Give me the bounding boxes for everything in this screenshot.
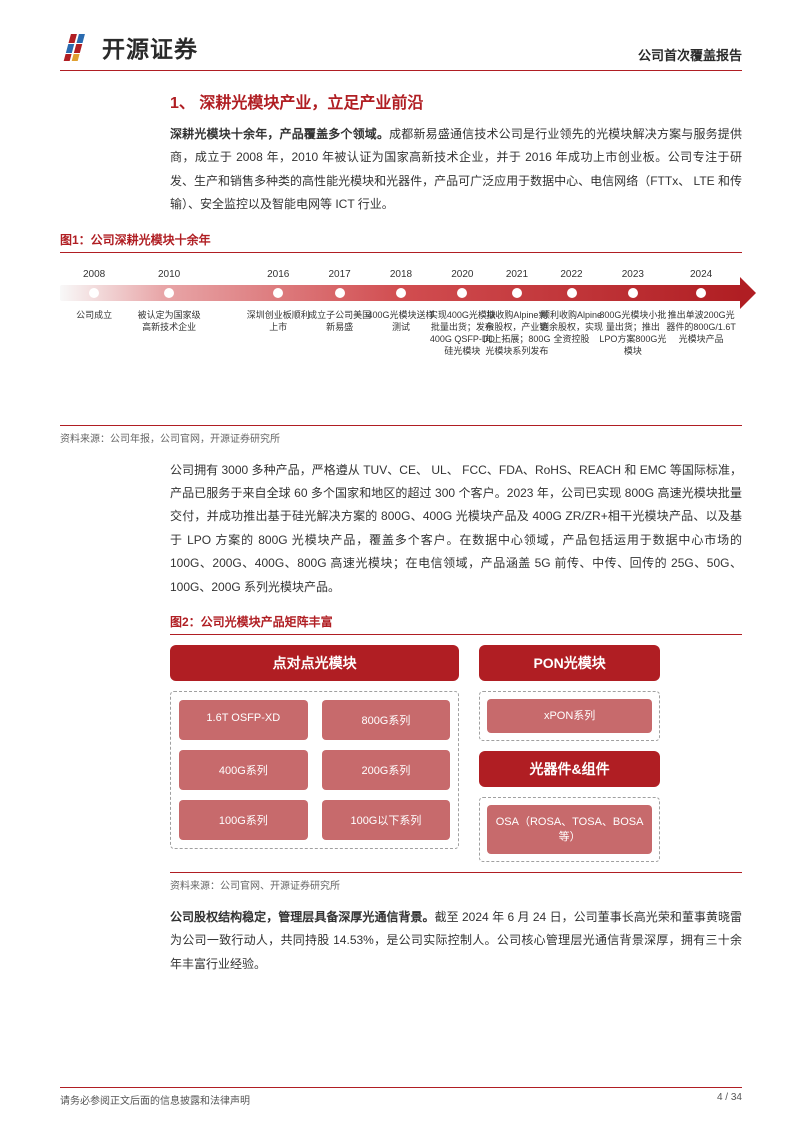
timeline-dots [60,285,742,301]
product-matrix: 点对点光模块 1.6T OSFP-XD 800G系列 400G系列 200G系列 100… [170,645,660,862]
timeline-year: 2018 [390,269,412,280]
timeline-year: 2017 [328,269,350,280]
timeline-dot [89,288,99,298]
matrix-left-header: 点对点光模块 [170,645,459,681]
timeline-dot [567,288,577,298]
para1-bold: 深耕光模块十余年，产品覆盖多个领域。 [170,127,389,141]
para3-bold: 公司股权结构稳定，管理层具备深厚光通信背景。 [170,910,435,924]
matrix-cell: 1.6T OSFP-XD [179,700,308,740]
figure1-caption: 图1：公司深耕光模块十余年 [60,231,742,253]
timeline-arrow [60,285,742,301]
timeline-dot [273,288,283,298]
timeline-chart: 2008 2010 2016 2017 2018 2020 2021 2022 2023 2024… [60,263,742,415]
timeline-dot [628,288,638,298]
timeline-year: 2020 [451,269,473,280]
matrix-cell: 400G系列 [179,750,308,790]
section-heading: 1、 深耕光模块产业，立足产业前沿 [170,89,742,113]
paragraph-2: 公司拥有 3000 多种产品，严格遵从 TUV、CE、 UL、 FCC、FDA、… [170,459,742,599]
logo: 开源证券 [60,30,198,64]
matrix-left-col: 点对点光模块 1.6T OSFP-XD 800G系列 400G系列 200G系列 100… [170,645,459,862]
timeline-labels-row: 公司成立被认定为国家级高新技术企业 深圳创业板顺利上市成立子公司美国新易盛400G… [60,309,742,409]
logo-icon [60,30,94,64]
page-header: 开源证券 公司首次覆盖报告 [60,30,742,71]
matrix-left-gridbox: 1.6T OSFP-XD 800G系列 400G系列 200G系列 100G系列 100G… [170,691,459,849]
timeline-label: 被认定为国家级高新技术企业 [134,309,204,333]
figure2-caption: 图2：公司光模块产品矩阵丰富 [170,613,742,635]
timeline-dot [335,288,345,298]
timeline-label: 顺利收购Alpine剩余股权，实现全资控股 [537,309,607,345]
timeline-year: 2008 [83,269,105,280]
matrix-right-group1: PON光模块 xPON系列 [479,645,660,741]
timeline-label: 深圳创业板顺利上市 [243,309,313,333]
timeline-dot [396,288,406,298]
timeline-dot [457,288,467,298]
figure2-source: 资料来源：公司官网、开源证券研究所 [170,872,742,892]
page-footer: 请务必参阅正文后面的信息披露和法律声明 4 / 34 [60,1087,742,1107]
timeline-year: 2010 [158,269,180,280]
matrix-left-grid: 1.6T OSFP-XD 800G系列 400G系列 200G系列 100G系列 100G… [179,700,450,840]
timeline-year: 2024 [690,269,712,280]
timeline-years-row: 2008 2010 2016 2017 2018 2020 2021 2022 2023 2024 [60,269,742,283]
matrix-cell: 100G以下系列 [322,800,451,840]
matrix-right-cell2: OSA（ROSA、TOSA、BOSA等） [487,805,652,854]
timeline-dot [512,288,522,298]
paragraph-1: 深耕光模块十余年，产品覆盖多个领域。成都新易盛通信技术公司是行业领先的光模块解决… [170,123,742,217]
matrix-cell: 800G系列 [322,700,451,740]
timeline-year: 2021 [506,269,528,280]
matrix-right-header1: PON光模块 [479,645,660,681]
timeline-label: 800G光模块小批量出货；推出LPO方案800G光模块 [598,309,668,358]
footer-disclaimer: 请务必参阅正文后面的信息披露和法律声明 [60,1092,250,1107]
matrix-cell: 200G系列 [322,750,451,790]
matrix-right-col: PON光模块 xPON系列 光器件&组件 OSA（ROSA、TOSA、BOSA等… [479,645,660,862]
matrix-right-cell1: xPON系列 [487,699,652,733]
timeline-year: 2016 [267,269,289,280]
matrix-right-group2: 光器件&组件 OSA（ROSA、TOSA、BOSA等） [479,751,660,862]
timeline-dot [164,288,174,298]
matrix-right-box2: OSA（ROSA、TOSA、BOSA等） [479,797,660,862]
footer-page-number: 4 / 34 [717,1092,742,1107]
timeline-label: 公司成立 [59,309,129,321]
figure1-source: 资料来源：公司年报，公司官网，开源证券研究所 [60,425,742,445]
matrix-cell: 100G系列 [179,800,308,840]
paragraph-3: 公司股权结构稳定，管理层具备深厚光通信背景。截至 2024 年 6 月 24 日… [170,906,742,976]
timeline-year: 2023 [622,269,644,280]
report-type: 公司首次覆盖报告 [638,45,742,64]
timeline-dot [696,288,706,298]
timeline-year: 2022 [560,269,582,280]
matrix-right-header2: 光器件&组件 [479,751,660,787]
timeline-label: 推出单波200G光器件的800G/1.6T光模块产品 [666,309,736,345]
matrix-right-box1: xPON系列 [479,691,660,741]
logo-text: 开源证券 [102,30,198,64]
timeline-label: 成立子公司美国新易盛 [305,309,375,333]
timeline-label: 400G光模块送样测试 [366,309,436,333]
